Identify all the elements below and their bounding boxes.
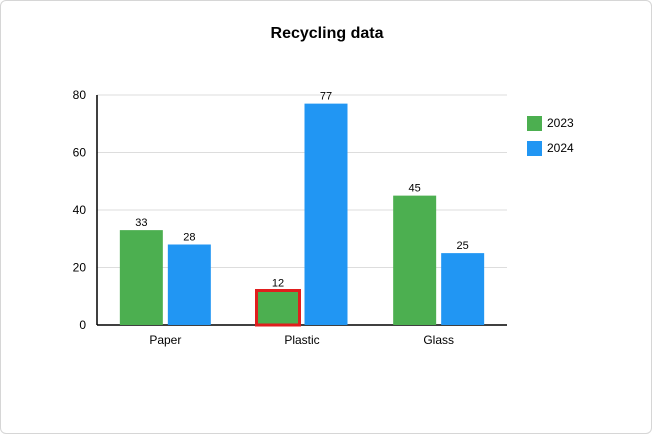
legend-label-2024: 2024 bbox=[547, 141, 574, 155]
bar-plastic-2023 bbox=[255, 289, 301, 327]
legend-swatch-2023 bbox=[527, 115, 542, 131]
data-label: 28 bbox=[183, 232, 195, 244]
y-tick-label: 80 bbox=[73, 88, 87, 102]
x-tick-label: Plastic bbox=[284, 333, 319, 347]
x-tick-label: Glass bbox=[423, 333, 454, 347]
x-tick-label: Paper bbox=[149, 333, 181, 347]
legend-item-2024: 2024 bbox=[527, 140, 574, 156]
chart-title: Recycling data bbox=[270, 25, 384, 42]
y-tick-label: 60 bbox=[73, 146, 87, 160]
data-label: 25 bbox=[457, 240, 469, 252]
bar-glass-2023 bbox=[393, 195, 437, 325]
bar-plastic-2024 bbox=[304, 103, 348, 325]
data-label: 12 bbox=[272, 278, 284, 290]
legend-label-2023: 2023 bbox=[547, 116, 574, 130]
data-label: 45 bbox=[409, 183, 421, 195]
bar-paper-2024 bbox=[167, 244, 211, 325]
bar-paper-2023 bbox=[119, 230, 163, 325]
data-label: 33 bbox=[135, 217, 147, 229]
bar-glass-2024 bbox=[441, 253, 485, 325]
y-tick-label: 0 bbox=[79, 318, 86, 332]
y-tick-label: 20 bbox=[73, 261, 87, 275]
legend: 2023 2024 bbox=[527, 115, 574, 165]
y-tick-label: 40 bbox=[73, 203, 87, 217]
legend-swatch-2024 bbox=[527, 140, 542, 156]
legend-item-2023: 2023 bbox=[527, 115, 574, 131]
data-label: 77 bbox=[320, 91, 332, 103]
